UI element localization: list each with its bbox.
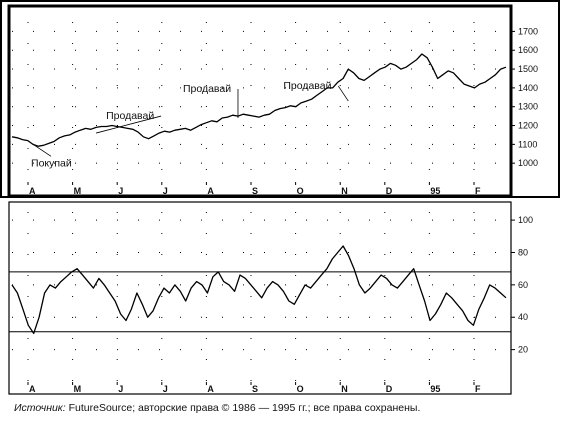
x-tick-label: A bbox=[207, 384, 214, 394]
annotation-arrow bbox=[338, 85, 349, 102]
source-note: Источник: FutureSource; авторские права … bbox=[14, 402, 420, 414]
y-tick-label: 1000 bbox=[518, 158, 538, 168]
x-tick-label: A bbox=[207, 186, 214, 196]
oscillator-series bbox=[11, 245, 507, 335]
x-tick-label: O bbox=[297, 186, 304, 196]
x-tick-label: F bbox=[475, 186, 481, 196]
chart: 1000 1100 1200 1300 1400 1500 1600 1700 20 40 60 8… bbox=[0, 0, 560, 395]
annotation-arrow bbox=[95, 115, 162, 134]
annotation-label: Продавай bbox=[106, 110, 154, 122]
y-tick-label: 1300 bbox=[518, 102, 538, 112]
x-tick-label: S bbox=[252, 186, 258, 196]
annotation-label: Продавай bbox=[283, 80, 331, 92]
annotations: Продавай Покупай Продавай Продавай bbox=[31, 80, 349, 169]
x-tick-label: J bbox=[118, 384, 123, 394]
x-tick-label: A bbox=[29, 384, 36, 394]
y-tick-label: 40 bbox=[518, 312, 528, 322]
x-tick-label: F bbox=[475, 384, 481, 394]
oscillator-y-axis: 20 40 60 80 100 bbox=[511, 215, 533, 355]
x-tick-label: 95 bbox=[430, 384, 440, 394]
series-line bbox=[11, 245, 507, 335]
x-tick-label: S bbox=[252, 384, 258, 394]
x-tick-label: N bbox=[341, 384, 348, 394]
y-tick-label: 80 bbox=[518, 247, 528, 257]
x-tick-label: M bbox=[74, 186, 82, 196]
annotation-label: Покупай bbox=[31, 157, 72, 169]
y-tick-label: 100 bbox=[518, 215, 533, 225]
oscillator-reference-lines bbox=[9, 271, 511, 333]
x-tick-label: D bbox=[386, 186, 393, 196]
x-tick-label: O bbox=[297, 384, 304, 394]
y-tick-label: 1400 bbox=[518, 83, 538, 93]
source-label: Источник: bbox=[14, 402, 66, 414]
x-tick-label: J bbox=[163, 384, 168, 394]
y-tick-label: 60 bbox=[518, 280, 528, 290]
y-tick-label: 1600 bbox=[518, 45, 538, 55]
price-series bbox=[11, 53, 507, 147]
source-text: FutureSource; авторские права © 1986 — 1… bbox=[65, 402, 421, 414]
x-tick-label: D bbox=[386, 384, 393, 394]
x-tick-label: M bbox=[74, 384, 82, 394]
price-y-axis: 1000 1100 1200 1300 1400 1500 1600 1700 bbox=[511, 26, 538, 168]
y-tick-label: 20 bbox=[518, 345, 528, 355]
price-x-axis: A M J J A S O N D 95 F bbox=[27, 182, 481, 196]
x-tick-label: J bbox=[118, 186, 123, 196]
x-tick-label: 95 bbox=[430, 186, 440, 196]
y-tick-label: 1100 bbox=[518, 139, 537, 149]
y-tick-label: 1700 bbox=[518, 26, 538, 36]
price-grid bbox=[12, 22, 506, 182]
y-tick-label: 1200 bbox=[518, 121, 538, 131]
x-tick-label: N bbox=[341, 186, 348, 196]
annotation-arrow bbox=[32, 144, 52, 157]
oscillator-panel-frame bbox=[8, 201, 512, 395]
annotation-label: Продавай bbox=[183, 83, 231, 95]
series-line bbox=[11, 53, 507, 147]
x-tick-label: J bbox=[163, 186, 168, 196]
oscillator-grid bbox=[12, 212, 506, 382]
x-tick-label: A bbox=[29, 186, 36, 196]
price-panel-frame bbox=[7, 4, 513, 198]
y-tick-label: 1500 bbox=[518, 64, 538, 74]
oscillator-x-axis: A M J J A S O N D 95 F bbox=[27, 382, 481, 394]
price-panel-outer-border bbox=[0, 0, 560, 198]
